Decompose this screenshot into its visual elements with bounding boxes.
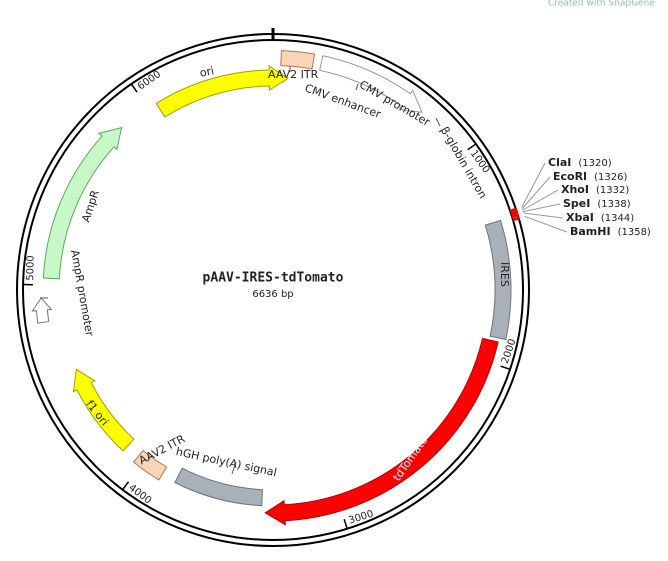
itr-box xyxy=(281,51,315,69)
ampr-promoter-arrow xyxy=(32,298,51,323)
plasmid-length: 6636 bp xyxy=(252,289,293,300)
site-position: (1332) xyxy=(596,185,629,196)
tick-mark xyxy=(344,519,347,529)
site-mark xyxy=(512,214,519,216)
site-name: EcoRI xyxy=(553,170,587,183)
site-leader xyxy=(522,163,545,207)
site-name: ClaI xyxy=(548,156,571,169)
tdtomato-arrow xyxy=(265,338,498,524)
tick-label: 5000 xyxy=(25,255,37,281)
site-leader xyxy=(523,204,560,212)
site-name: BamHI xyxy=(570,225,611,238)
feature-label: ori xyxy=(199,64,216,80)
feature-label: IRES xyxy=(498,262,511,287)
watermark: Created with SnapGene xyxy=(548,0,655,9)
tick-mark xyxy=(501,366,510,369)
site-position: (1344) xyxy=(601,213,634,224)
site-leader xyxy=(523,213,563,218)
site-leader xyxy=(523,190,558,210)
hgh-box xyxy=(175,468,263,506)
plasmid-name: pAAV-IRES-tdTomato xyxy=(203,271,344,286)
feature-label: AmpR xyxy=(79,188,102,224)
site-mark xyxy=(513,218,520,220)
features xyxy=(32,51,511,525)
site-name: XbaI xyxy=(566,211,594,224)
feature-label: AAV2 ITR xyxy=(268,68,319,81)
site-name: SpeI xyxy=(563,197,590,210)
site-leader xyxy=(524,216,567,232)
site-position: (1338) xyxy=(597,199,630,210)
feature-label: AmpR promoter xyxy=(68,249,96,338)
site-position: (1326) xyxy=(594,172,627,183)
site-name: XhoI xyxy=(561,183,589,196)
site-leader xyxy=(522,177,550,209)
leader xyxy=(436,118,440,126)
site-position: (1358) xyxy=(618,227,651,238)
site-position: (1320) xyxy=(578,158,611,169)
